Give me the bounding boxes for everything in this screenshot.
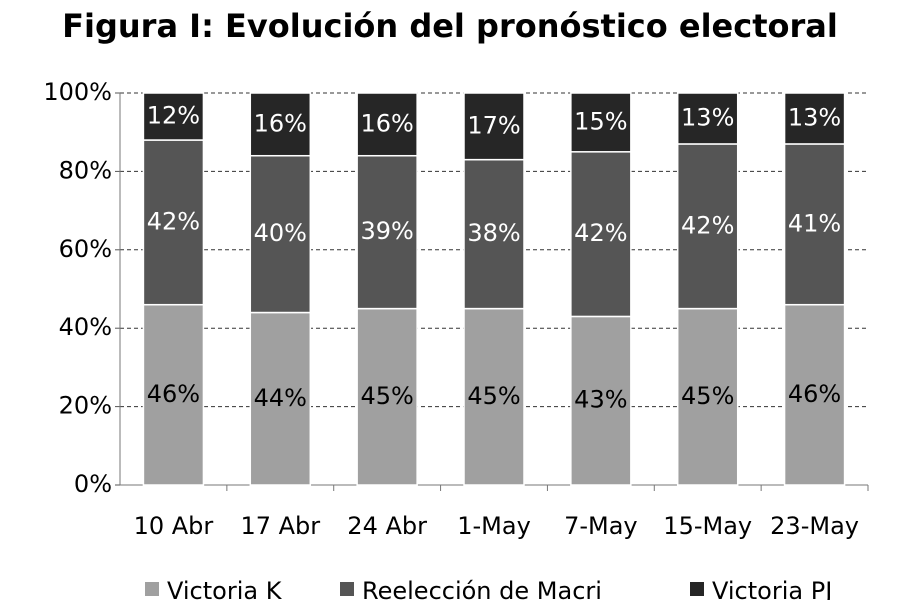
data-label: 42% [147,207,200,235]
x-tick-label: 24 Abr [347,512,427,540]
chart-title: Figura I: Evolución del pronóstico elect… [62,7,838,45]
legend-swatch [145,582,159,596]
bar-segment [249,92,312,157]
data-label: 16% [360,109,413,137]
data-label: 38% [467,219,520,247]
bar-segment [783,143,846,306]
bar-segment [356,307,418,486]
data-label: 40% [254,219,307,247]
x-tick-label: 7-May [564,512,638,540]
bar-segment [783,303,846,486]
y-tick-label: 100% [43,78,112,106]
bar-segment [249,154,312,314]
bar-segment [356,92,418,157]
y-tick-label: 0% [74,470,112,498]
x-tick-label: 17 Abr [240,512,320,540]
x-tick-label: 1-May [457,512,531,540]
legend-swatch [690,582,704,596]
data-label: 13% [788,103,841,131]
bar-segment [142,92,205,141]
data-label: 15% [574,107,627,135]
data-label: 45% [467,382,520,410]
bar-segment [249,311,312,486]
bar-segment [783,92,846,145]
data-label: 16% [254,109,307,137]
data-label: 45% [681,382,734,410]
legend-label: Victoria PJ [712,577,832,600]
bar-segment [463,307,525,486]
bar-segment [356,154,418,310]
bar-segment [676,143,739,310]
bar-segment [463,92,525,161]
data-label: 17% [467,111,520,139]
data-label: 42% [681,211,734,239]
x-tick-label: 15-May [663,512,752,540]
y-tick-label: 20% [59,392,112,420]
legend-swatch [340,582,354,596]
y-tick-label: 60% [59,235,112,263]
bar-segment [570,151,632,318]
bar-segment [676,92,739,145]
bar-segment [570,315,632,486]
data-label: 13% [681,103,734,131]
data-label: 46% [147,380,200,408]
bar-segment [463,158,525,310]
x-tick-label: 10 Abr [134,512,214,540]
data-label: 39% [360,217,413,245]
legend-label: Reelección de Macri [362,577,602,600]
bar-segment [142,303,205,486]
bar-segment [570,92,632,153]
data-label: 43% [574,386,627,414]
legend-label: Victoria K [167,577,283,600]
data-label: 46% [788,380,841,408]
data-label: 42% [574,219,627,247]
data-label: 41% [788,209,841,237]
bar-segment [676,307,739,486]
x-tick-label: 23-May [770,512,859,540]
data-label: 44% [254,384,307,412]
y-tick-label: 80% [59,156,112,184]
data-label: 45% [360,382,413,410]
data-label: 12% [147,102,200,130]
y-tick-label: 40% [59,313,112,341]
